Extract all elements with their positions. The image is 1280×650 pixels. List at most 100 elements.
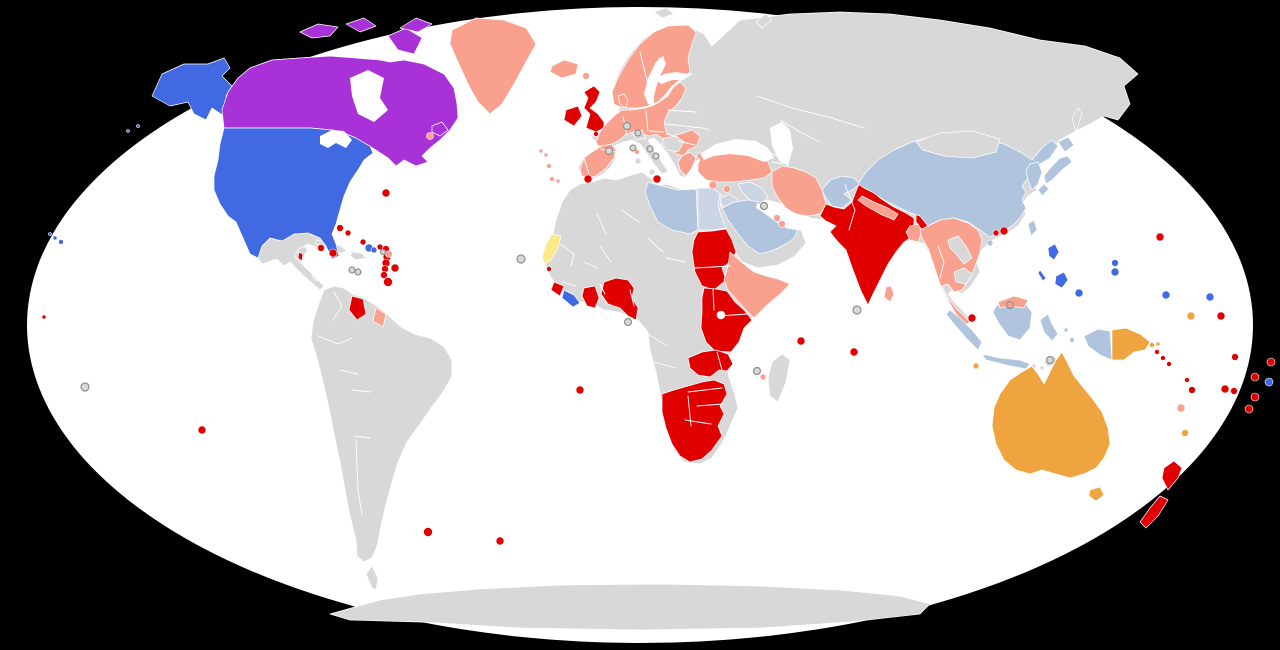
marker-azores-a [538, 148, 544, 154]
marker-new-britain [1155, 341, 1161, 347]
region-indochina [919, 217, 983, 326]
marker-jamaica [328, 248, 338, 258]
region-canada-ellesmere [399, 17, 433, 33]
border-caucasus-b [771, 161, 783, 165]
marker-brunei [1005, 300, 1015, 310]
marker-trinidad-tobago [383, 277, 393, 287]
border-angola-drc [653, 361, 677, 369]
border-portugal-spain [583, 157, 590, 175]
marker-tuvalu [1231, 353, 1239, 361]
region-western-sahara [541, 233, 562, 265]
region-bangladesh [905, 223, 923, 243]
region-sri-lanka [883, 285, 895, 303]
marker-line-islands [41, 314, 47, 320]
region-french-guiana [372, 307, 387, 328]
marker-vatican [652, 152, 660, 160]
marker-barbados [390, 263, 400, 273]
marker-lesser-sunda-b [1039, 365, 1045, 371]
region-south-america [310, 285, 453, 563]
border-central-asia [779, 119, 821, 143]
border-sweden-finland [656, 57, 660, 85]
marker-canary-a [549, 176, 555, 182]
marker-sao-tome [623, 317, 633, 327]
marker-norfolk [1181, 429, 1189, 437]
region-mongolia [915, 130, 1001, 159]
region-papua-new-guinea [1111, 327, 1151, 361]
marker-corsica [634, 149, 640, 155]
marker-aruba [348, 266, 356, 274]
marker-qatar [773, 214, 781, 222]
region-canada-newfoundland [431, 121, 449, 137]
marker-andorra [604, 146, 614, 156]
sea-caspian-sea [770, 122, 793, 166]
sea-gulf-of-finland [654, 72, 688, 84]
marker-macau [992, 229, 1000, 237]
border-algeria-libya [621, 209, 640, 223]
marker-hawaii-a [48, 232, 52, 236]
region-svalbard [653, 7, 675, 19]
marker-guadeloupe [385, 250, 393, 258]
marker-new-caledonia [1176, 403, 1186, 413]
marker-cyprus [708, 180, 718, 190]
marker-moluccas-a [1063, 327, 1069, 333]
region-sierra-leone [550, 281, 565, 297]
marker-sicily [648, 168, 656, 176]
region-antarctic-peninsula [365, 565, 379, 591]
marker-bougainville [1149, 342, 1155, 348]
border-thailand-malaysia [951, 299, 963, 305]
marker-madeira [546, 163, 552, 169]
region-hispaniola [349, 251, 367, 261]
marker-channel-islands [593, 131, 599, 137]
marker-french-polynesia [80, 382, 90, 392]
region-great-britain [583, 85, 605, 133]
marker-hawaii-b [52, 235, 58, 241]
marker-cocos-christmas [972, 362, 980, 370]
region-iceland [549, 59, 579, 79]
marker-lake-victoria [716, 310, 726, 320]
region-tasmania [1088, 486, 1105, 502]
marker-moluccas-b [1069, 337, 1075, 343]
region-iraq [737, 181, 769, 205]
region-novaya-zemlya [755, 13, 773, 29]
marker-faroe [582, 72, 590, 80]
marker-turks-caicos [359, 238, 367, 246]
marker-saipan [1111, 259, 1119, 267]
marker-gibraltar [583, 174, 593, 184]
region-libya [644, 181, 699, 235]
region-horn-of-africa [723, 251, 791, 319]
marker-south-georgia [495, 536, 505, 546]
border-argentina-chile [355, 439, 363, 516]
region-denmark [617, 93, 629, 109]
region-belize [297, 251, 304, 262]
border-uganda-kenya [712, 288, 715, 311]
border-zambia-zimbabwe [687, 387, 723, 393]
marker-canary-b [555, 178, 561, 184]
marker-sardinia [634, 157, 642, 165]
region-java [981, 353, 1031, 370]
border-mali-niger [599, 245, 612, 263]
border-chad-car [665, 257, 686, 263]
region-antarctica [329, 583, 931, 631]
region-egypt [697, 187, 727, 231]
marker-solomon-b [1160, 355, 1166, 361]
marker-solomon-c [1166, 361, 1172, 367]
sea-black-sea [700, 139, 774, 162]
region-serbia-bosnia [661, 135, 685, 153]
border-hungary-romania [665, 133, 678, 138]
marker-aleutians-a [136, 124, 140, 128]
region-eurasia [577, 11, 1139, 325]
sea-great-lakes [320, 130, 352, 148]
border-russia-kazakhstan [756, 95, 865, 129]
region-iran [771, 165, 827, 217]
region-guyana [348, 295, 367, 321]
marker-solomon-a [1154, 349, 1160, 355]
marker-vanuatu [1188, 386, 1196, 394]
border-argentina-north [353, 435, 371, 439]
border-congo-drc [647, 333, 668, 347]
border-niger-chad [647, 237, 664, 253]
border-germany-poland [645, 110, 649, 132]
marker-samoa [1250, 372, 1260, 382]
marker-kuwait [759, 201, 769, 211]
marker-mayotte [759, 373, 767, 381]
